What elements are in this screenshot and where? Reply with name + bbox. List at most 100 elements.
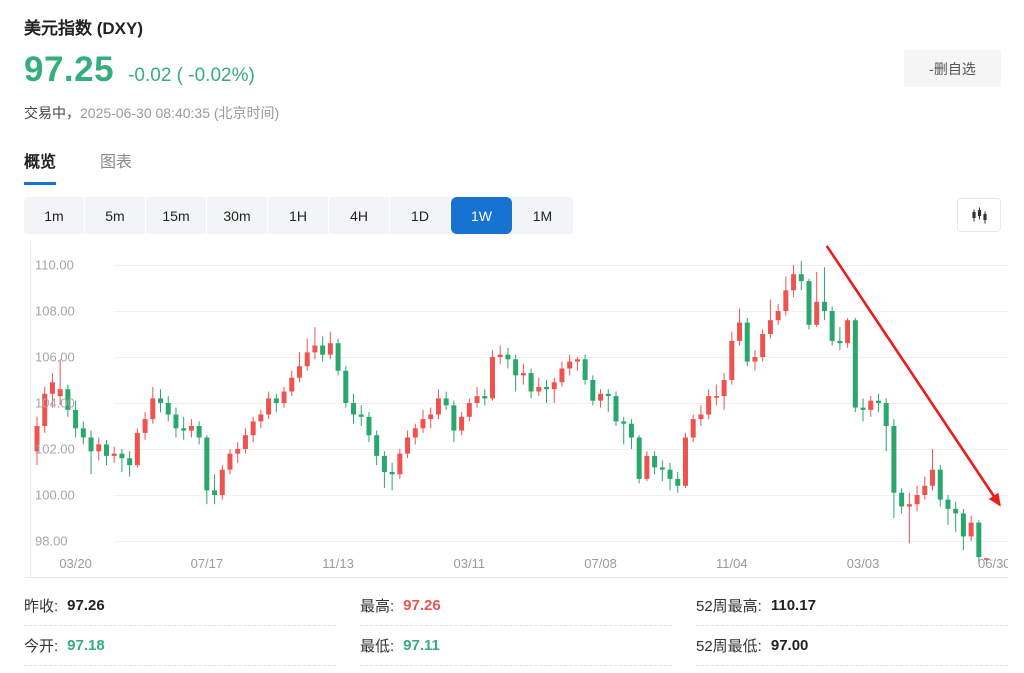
candle-body [312, 345, 318, 353]
candle-body [49, 382, 55, 394]
candle-body [34, 426, 40, 452]
interval-bar: 1m 5m 15m 30m 1H 4H 1D 1W 1M [24, 197, 573, 234]
candle-body [320, 345, 326, 355]
candle-body [520, 373, 526, 376]
x-axis-label: 11/04 [716, 556, 748, 571]
candle-body [598, 393, 604, 401]
candle-body [783, 290, 789, 311]
candle-body [845, 320, 851, 344]
candle-body [891, 426, 897, 493]
candle-body [875, 400, 881, 403]
interval-button-1m[interactable]: 1m [24, 197, 85, 234]
stat-label: 今开: [24, 638, 59, 655]
interval-button-30m[interactable]: 30m [207, 197, 268, 234]
candle-body [42, 393, 48, 426]
x-axis-label: 06/30 [978, 556, 1008, 571]
interval-button-1W[interactable]: 1W [451, 197, 512, 234]
candle-body [482, 396, 488, 399]
candle-body [273, 398, 279, 403]
x-axis-label: 03/11 [454, 556, 486, 571]
candle-body [945, 499, 951, 509]
candle-body [659, 467, 665, 470]
candle-body [173, 414, 179, 429]
candle-body [760, 334, 766, 357]
stat-item: 52周最高: 110.17 [696, 586, 1008, 626]
candle-body [389, 472, 395, 475]
candle-body [459, 416, 465, 431]
candle-body [574, 359, 580, 362]
candle-body [567, 361, 573, 369]
status-label: 交易中， [24, 105, 80, 121]
y-axis-label: 102.00 [35, 442, 75, 457]
candle-body [536, 386, 542, 392]
candle-body [628, 423, 634, 438]
candle-body [953, 508, 959, 514]
stat-value: 97.11 [403, 637, 440, 654]
candle-body [706, 396, 712, 415]
chart-type-button[interactable] [957, 198, 1001, 232]
interval-button-5m[interactable]: 5m [85, 197, 146, 234]
candle-body [806, 281, 812, 325]
candlestick-chart[interactable]: 110.00 108.00 106.00 104.00 102.00 100.00 98.0… [24, 240, 1011, 578]
candle-body [821, 301, 827, 311]
interval-button-1M[interactable]: 1M [512, 197, 573, 234]
y-axis-label: 98.00 [35, 534, 68, 549]
x-axis-label: 11/13 [322, 556, 354, 571]
candle-body [351, 403, 357, 415]
candle-body [814, 301, 820, 325]
candle-body [165, 403, 171, 415]
stat-item: 52周最低: 97.00 [696, 626, 1008, 666]
y-axis-label: 106.00 [35, 350, 75, 365]
interval-button-1H[interactable]: 1H [268, 197, 329, 234]
candle-body [227, 453, 233, 470]
candle-body [335, 343, 341, 371]
candle-body [80, 428, 86, 438]
candle-body [489, 357, 495, 399]
candle-body [142, 419, 148, 433]
y-axis-label: 108.00 [35, 304, 75, 319]
x-axis-label: 03/20 [59, 556, 92, 571]
candle-body [497, 354, 503, 357]
chart-canvas: 110.00 108.00 106.00 104.00 102.00 100.00 98.0… [24, 242, 1011, 578]
candle-body [134, 432, 140, 466]
trading-status: 交易中，2025-06-30 08:40:35 (北京时间) [24, 103, 279, 123]
candle-body [605, 393, 611, 397]
candle-body [675, 478, 681, 486]
interval-button-15m[interactable]: 15m [146, 197, 207, 234]
candle-body [397, 453, 403, 475]
candle-body [798, 274, 804, 282]
interval-button-1D[interactable]: 1D [390, 197, 451, 234]
candle-body [420, 419, 426, 429]
candle-body [682, 437, 688, 486]
candle-body [621, 421, 627, 424]
remove-watchlist-button[interactable]: -删自选 [904, 50, 1001, 87]
candle-body [219, 469, 225, 495]
candle-body [119, 453, 125, 459]
candle-body [428, 414, 434, 420]
candle-body [505, 354, 511, 360]
candle-body [73, 409, 79, 429]
stat-label: 昨收: [24, 598, 59, 615]
candle-body [381, 455, 387, 472]
candlestick-icon [971, 207, 987, 223]
price-change: -0.02 ( -0.02%) [128, 65, 255, 86]
candle-body [188, 426, 194, 431]
candle-body [528, 373, 534, 392]
candle-body [435, 398, 441, 415]
candle-body [412, 428, 418, 438]
trend-arrow-annotation [825, 245, 1001, 507]
stat-value: 110.17 [770, 597, 816, 614]
candle-body [513, 359, 519, 376]
tab-overview[interactable]: 概览 [24, 148, 57, 185]
interval-button-4H[interactable]: 4H [329, 197, 390, 234]
candle-body [883, 403, 889, 426]
candle-body [443, 398, 449, 406]
candle-body [242, 435, 248, 449]
candle-body [196, 426, 202, 438]
tab-chart[interactable]: 图表 [100, 154, 133, 171]
candle-body [212, 490, 218, 495]
candle-body [860, 407, 866, 410]
stat-item: 今开: 97.18 [24, 626, 336, 666]
tab-bar: 概览 图表 [24, 148, 132, 185]
stat-value: 97.00 [770, 637, 809, 654]
